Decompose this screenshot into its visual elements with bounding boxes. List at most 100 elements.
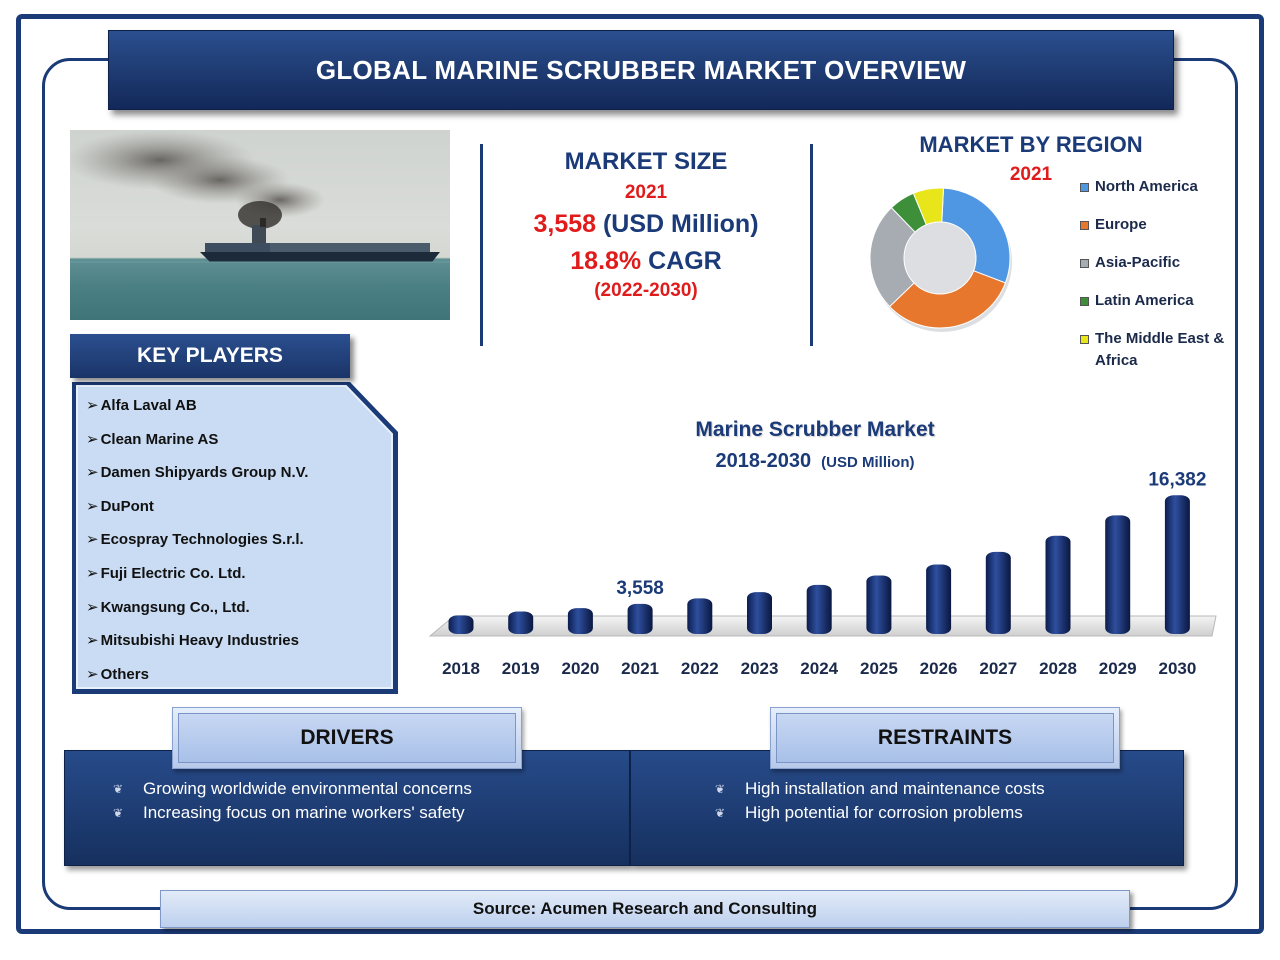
market-size-year: 2021 bbox=[624, 182, 668, 203]
ship-image bbox=[70, 130, 450, 263]
region-heading: MARKET BY REGION bbox=[919, 132, 1143, 157]
market-size-value: 3,558 bbox=[533, 210, 597, 238]
list-item: ➢ Alfa Laval AB bbox=[86, 392, 386, 426]
arrow-right-icon: ➢ bbox=[86, 632, 99, 650]
x-tick-label-2024: 2024 bbox=[800, 659, 838, 678]
page-title: GLOBAL MARINE SCRUBBER MARKET OVERVIEW bbox=[315, 54, 967, 85]
key-players-heading: KEY PLAYERS bbox=[137, 344, 283, 367]
chart-title: Marine Scrubber Market bbox=[695, 418, 935, 441]
legend-item: Europe bbox=[1080, 214, 1230, 236]
legend-item: Latin America bbox=[1080, 290, 1230, 312]
leaf-bullet-icon: ❦ bbox=[113, 782, 124, 796]
list-item: ❦ Growing worldwide environmental concern… bbox=[113, 777, 629, 801]
list-item: ➢ DuPont bbox=[86, 493, 386, 527]
market-bar-chart: 2018 2019 2020 2021 3,558 2022 2023 2024 2025 202… bbox=[428, 470, 1217, 678]
leaf-bullet-icon: ❦ bbox=[715, 782, 726, 796]
legend-item: The Middle East & Africa bbox=[1080, 328, 1230, 372]
market-size-block: MARKET SIZE 2021 3,558 (USD Million) 18.… bbox=[490, 148, 802, 302]
list-item: ❦ High installation and maintenance costs bbox=[715, 777, 1183, 801]
bar-2027 bbox=[985, 551, 1011, 634]
legend-item: North America bbox=[1080, 176, 1230, 198]
legend-swatch bbox=[1080, 221, 1089, 230]
key-players-list: ➢ Alfa Laval AB ➢ Clean Marine AS ➢ Damen S… bbox=[86, 392, 386, 694]
legend-swatch bbox=[1080, 259, 1089, 268]
x-tick-label-2021: 2021 bbox=[621, 659, 659, 678]
arrow-right-icon: ➢ bbox=[86, 531, 99, 549]
divider-left bbox=[480, 144, 483, 346]
chart-subtitle-years: 2018-2030 bbox=[715, 450, 812, 472]
bar-2028 bbox=[1045, 535, 1071, 634]
cagr-value: 18.8% bbox=[570, 247, 642, 275]
bar-2025 bbox=[866, 575, 892, 634]
bar-2020 bbox=[567, 608, 593, 634]
bar-2024 bbox=[806, 584, 832, 634]
donut-slice-the-middle-east-africa bbox=[912, 187, 945, 226]
list-item: ❦ High potential for corrosion problems bbox=[715, 801, 1183, 825]
leaf-bullet-icon: ❦ bbox=[715, 806, 726, 820]
arrow-right-icon: ➢ bbox=[86, 464, 99, 482]
arrow-right-icon: ➢ bbox=[86, 665, 99, 683]
legend-swatch bbox=[1080, 297, 1089, 306]
legend-swatch bbox=[1080, 335, 1089, 344]
list-item: ➢ Fuji Electric Co. Ltd. bbox=[86, 560, 386, 594]
legend-label: Asia-Pacific bbox=[1095, 254, 1181, 271]
chart-subtitle-unit: (USD Million) bbox=[821, 454, 915, 471]
region-legend: North America Europe Asia-Pacific Latin Ame… bbox=[1080, 176, 1230, 372]
bar-2026 bbox=[926, 564, 952, 634]
donut-slice-europe bbox=[888, 270, 1007, 329]
arrow-right-icon: ➢ bbox=[86, 430, 99, 448]
bar-2021 bbox=[627, 603, 653, 634]
bar-2018 bbox=[448, 615, 474, 634]
market-size-value-line: 3,558 (USD Million) bbox=[490, 210, 802, 239]
x-tick-label-2018: 2018 bbox=[442, 659, 480, 678]
legend-label: North America bbox=[1095, 178, 1198, 195]
legend-label: Latin America bbox=[1095, 292, 1194, 309]
source-text: Source: Acumen Research and Consulting bbox=[472, 899, 818, 918]
bar-2030 bbox=[1164, 495, 1190, 634]
key-players-header: KEY PLAYERS bbox=[70, 334, 350, 378]
list-item: ➢ Kwangsung Co., Ltd. bbox=[86, 594, 386, 628]
drivers-tab: DRIVERS bbox=[172, 707, 522, 769]
bar-2029 bbox=[1105, 515, 1131, 634]
arrow-right-icon: ➢ bbox=[86, 397, 99, 414]
restraints-panel: ❦ High installation and maintenance costs… bbox=[630, 750, 1184, 866]
list-item: ➢ Damen Shipyards Group N.V. bbox=[86, 459, 386, 493]
source-bar: Source: Acumen Research and Consulting bbox=[160, 890, 1130, 928]
drivers-heading: DRIVERS bbox=[300, 726, 394, 749]
x-tick-label-2020: 2020 bbox=[561, 659, 599, 678]
x-tick-label-2026: 2026 bbox=[920, 659, 958, 678]
bar-2023 bbox=[747, 592, 772, 634]
region-year: 2021 bbox=[1009, 164, 1053, 185]
key-players-box bbox=[72, 382, 398, 694]
donut-slice-north-america bbox=[941, 187, 1011, 284]
chart-subtitle: 2018-2030 (USD Million) bbox=[660, 450, 970, 473]
divider-right bbox=[810, 144, 813, 346]
list-item: ➢ Ecospray Technologies S.r.l. bbox=[86, 526, 386, 560]
market-size-unit: (USD Million) bbox=[602, 210, 759, 238]
data-label-2030: 16,382 bbox=[1148, 470, 1206, 490]
bar-2019 bbox=[508, 611, 534, 634]
restraints-heading: RESTRAINTS bbox=[877, 726, 1013, 749]
x-tick-label-2030: 2030 bbox=[1158, 659, 1196, 678]
x-tick-label-2025: 2025 bbox=[860, 659, 898, 678]
arrow-right-icon: ➢ bbox=[86, 564, 99, 582]
cagr-label: CAGR bbox=[648, 247, 722, 275]
title-bar: GLOBAL MARINE SCRUBBER MARKET OVERVIEW bbox=[108, 30, 1174, 110]
cagr-period: (2022-2030) bbox=[594, 280, 698, 301]
list-item: ➢ Clean Marine AS bbox=[86, 426, 386, 460]
x-tick-label-2029: 2029 bbox=[1099, 659, 1137, 678]
list-item: ➢ Mitsubishi Heavy Industries bbox=[86, 627, 386, 661]
x-tick-label-2023: 2023 bbox=[741, 659, 779, 678]
region-donut-chart bbox=[869, 187, 1012, 332]
arrow-right-icon: ➢ bbox=[86, 598, 99, 616]
x-tick-label-2022: 2022 bbox=[681, 659, 719, 678]
data-label-2021: 3,558 bbox=[616, 578, 664, 599]
legend-label: Europe bbox=[1095, 216, 1147, 233]
market-size-heading: MARKET SIZE bbox=[564, 148, 728, 175]
list-item: ➢ Others bbox=[86, 661, 386, 695]
x-tick-label-2028: 2028 bbox=[1039, 659, 1077, 678]
leaf-bullet-icon: ❦ bbox=[113, 806, 124, 820]
x-tick-label-2027: 2027 bbox=[979, 659, 1017, 678]
cagr-line: 18.8% CAGR bbox=[490, 247, 802, 276]
ship-photo bbox=[70, 130, 450, 320]
